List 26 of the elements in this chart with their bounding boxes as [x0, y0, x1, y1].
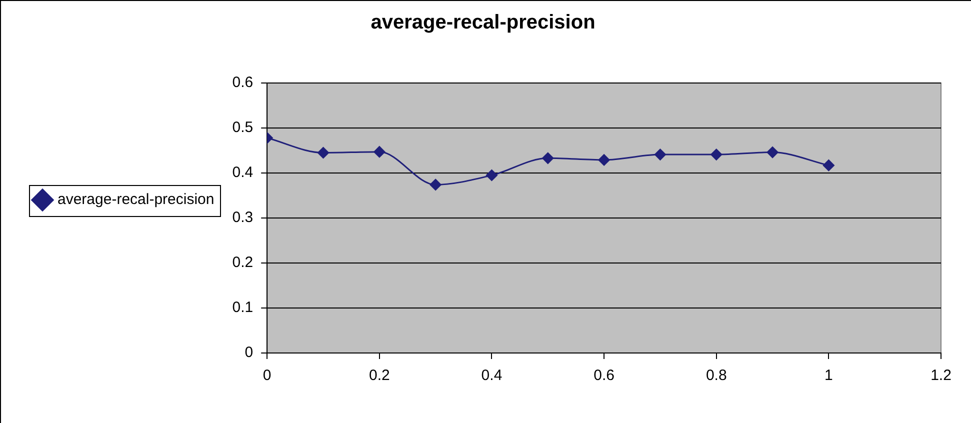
y-tick-label: 0.1: [232, 299, 254, 316]
point: [822, 160, 834, 172]
point: [654, 148, 666, 160]
y-tick-label: 0.6: [232, 74, 254, 92]
point: [374, 146, 386, 158]
legend-label: average-recal-precision: [58, 191, 214, 208]
y-tick-label: 0.2: [232, 254, 254, 272]
x-tick-label: 1: [824, 367, 833, 384]
x-tick-label: 0.6: [594, 367, 614, 384]
x-tick-label: 0.2: [368, 367, 390, 384]
x-tick-label: 0.8: [706, 367, 727, 384]
point: [486, 170, 498, 181]
point: [598, 154, 610, 166]
x-tick-label: 0: [262, 367, 272, 384]
chart-title: average-recal-precision: [370, 12, 596, 34]
point: [542, 152, 554, 164]
x-tick-label: 1.2: [930, 367, 952, 384]
point: [710, 148, 722, 160]
point: [430, 178, 442, 190]
y-tick-label: 0.5: [232, 119, 254, 136]
x-tick-label: 0.4: [481, 367, 502, 384]
point: [318, 147, 329, 158]
point: [766, 146, 778, 158]
y-tick-label: 0.4: [232, 164, 254, 182]
y-tick-label: 0: [244, 344, 254, 362]
y-tick-label: 0.3: [232, 209, 254, 226]
